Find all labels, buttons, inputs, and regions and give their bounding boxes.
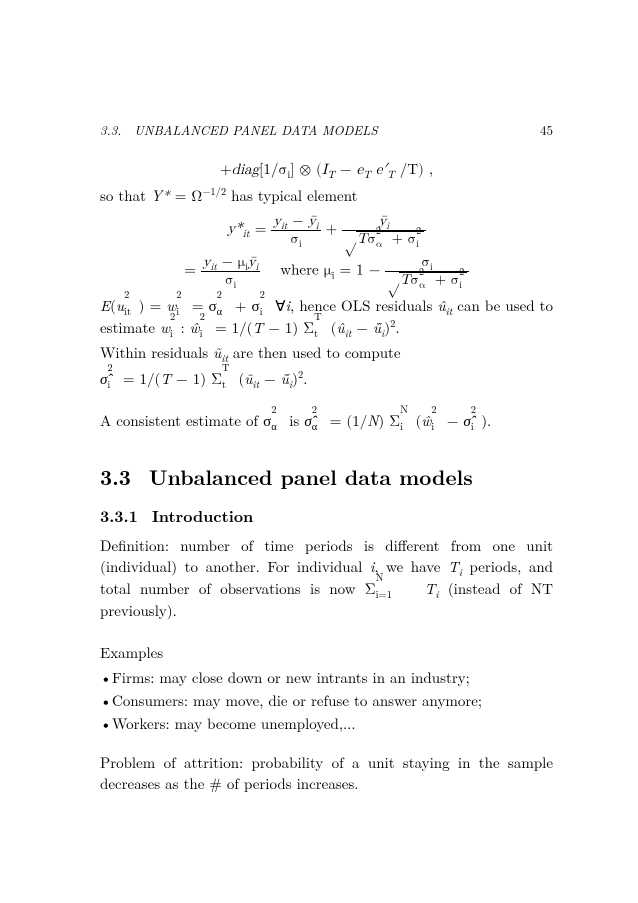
list-item: •Workers: may become unemployed,... xyxy=(100,713,553,735)
list-item: •Firms: may close down or new intrants i… xyxy=(100,667,553,689)
section-number: 3.3 xyxy=(100,462,131,492)
running-header-text: 3.3. UNBALANCED PANEL DATA MODELS xyxy=(100,120,378,139)
equation-ystar-a: y*it = yit − ȳiσi + ȳi√Tσ2α + σ2i xyxy=(100,213,553,248)
paragraph-consistent: A consistent estimate of σ2α is σ̂2α = (… xyxy=(100,410,553,432)
example-3: Workers: may become unemployed,... xyxy=(112,713,356,734)
subsection-number: 3.3.1 xyxy=(100,504,138,527)
subsection-heading: 3.3.1 Introduction xyxy=(100,504,553,527)
paragraph-sigmahat: σ̂2i = 1/(T − 1) ΣTt (ũit − ũ̄i)2. xyxy=(100,368,553,390)
text-so-that: so that Y* = Ω−1/2 has typical element xyxy=(100,185,553,207)
bullet-icon: • xyxy=(100,667,112,689)
paragraph-definition: Definition: number of time periods is di… xyxy=(100,535,553,622)
paragraph-within: Within residuals ũit are then used to co… xyxy=(100,342,553,364)
examples-label: Examples xyxy=(100,642,553,664)
page-number: 45 xyxy=(540,120,553,139)
section-heading: 3.3 Unbalanced panel data models xyxy=(100,462,553,492)
equation-ystar-b: = yit − μiȳiσi where μi = 1 − σi√Tσ2α + … xyxy=(100,254,553,289)
page: 3.3. UNBALANCED PANEL DATA MODELS 45 +di… xyxy=(0,0,638,903)
subsection-title-text: Introduction xyxy=(152,504,253,527)
equation-diag: +diag[1/σi] ⊗ (IT − eT e′T /T) , xyxy=(100,161,553,179)
paragraph-Eu: E(u2it ) = w2i = σ2α + σ2i ∀i, hence OLS… xyxy=(100,295,553,339)
example-1: Firms: may close down or new intrants in… xyxy=(112,667,470,688)
bullet-icon: • xyxy=(100,690,112,712)
section-title-text: Unbalanced panel data models xyxy=(149,462,473,492)
example-2: Consumers: may move, die or refuse to an… xyxy=(112,690,482,711)
paragraph-attrition: Problem of attrition: probability of a u… xyxy=(100,752,553,796)
running-header: 3.3. UNBALANCED PANEL DATA MODELS 45 xyxy=(100,120,553,139)
bullet-icon: • xyxy=(100,713,112,735)
list-item: •Consumers: may move, die or refuse to a… xyxy=(100,690,553,712)
